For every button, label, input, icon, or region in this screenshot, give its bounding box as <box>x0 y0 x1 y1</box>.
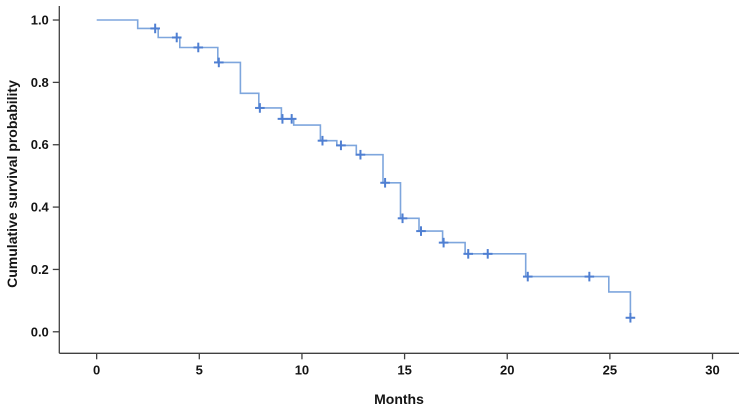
y-tick-label: 0.8 <box>31 75 49 90</box>
x-tick-label: 5 <box>196 362 203 377</box>
censor-plus-mark <box>355 149 366 160</box>
y-tick-label: 0.6 <box>31 137 49 152</box>
censor-plus-mark <box>277 114 288 124</box>
censor-plus-mark <box>584 271 595 282</box>
censor-plus-mark <box>214 57 224 68</box>
censor-plus-mark <box>625 312 636 323</box>
y-axis-label: Cumulative survival probability <box>4 80 20 288</box>
censor-plus-mark <box>482 249 493 259</box>
censor-plus-mark <box>463 249 474 259</box>
x-tick-label: 25 <box>603 362 617 377</box>
censor-plus-mark <box>522 271 533 282</box>
y-tick-label: 0.0 <box>31 324 49 339</box>
x-tick-label: 20 <box>500 362 514 377</box>
censor-plus-mark <box>397 213 408 224</box>
x-tick-label: 0 <box>93 362 100 377</box>
x-axis-ticks: 0 5 10 15 20 25 30 <box>93 353 720 377</box>
censor-plus-mark <box>317 135 328 146</box>
censor-plus-mark <box>380 177 390 188</box>
x-axis-label: Months <box>374 391 424 407</box>
censor-marks <box>150 23 636 323</box>
censor-plus-mark <box>255 103 265 113</box>
y-axis-ticks: 0.0 0.2 0.4 0.6 0.8 1.0 <box>31 13 60 339</box>
censor-plus-mark <box>171 32 182 43</box>
x-tick-label: 15 <box>397 362 411 377</box>
axes <box>58 6 739 354</box>
censor-plus-mark <box>193 42 204 53</box>
x-tick-label: 30 <box>705 362 719 377</box>
y-tick-label: 0.2 <box>31 262 49 277</box>
censor-plus-mark <box>336 140 346 151</box>
censor-plus-mark <box>438 237 449 248</box>
censor-plus-mark <box>150 23 160 34</box>
survival-curve <box>96 19 632 318</box>
censor-plus-mark <box>416 226 426 236</box>
censor-plus-mark <box>286 114 297 124</box>
y-tick-label: 1.0 <box>31 13 49 28</box>
x-tick-label: 10 <box>295 362 309 377</box>
y-tick-label: 0.4 <box>31 200 50 215</box>
